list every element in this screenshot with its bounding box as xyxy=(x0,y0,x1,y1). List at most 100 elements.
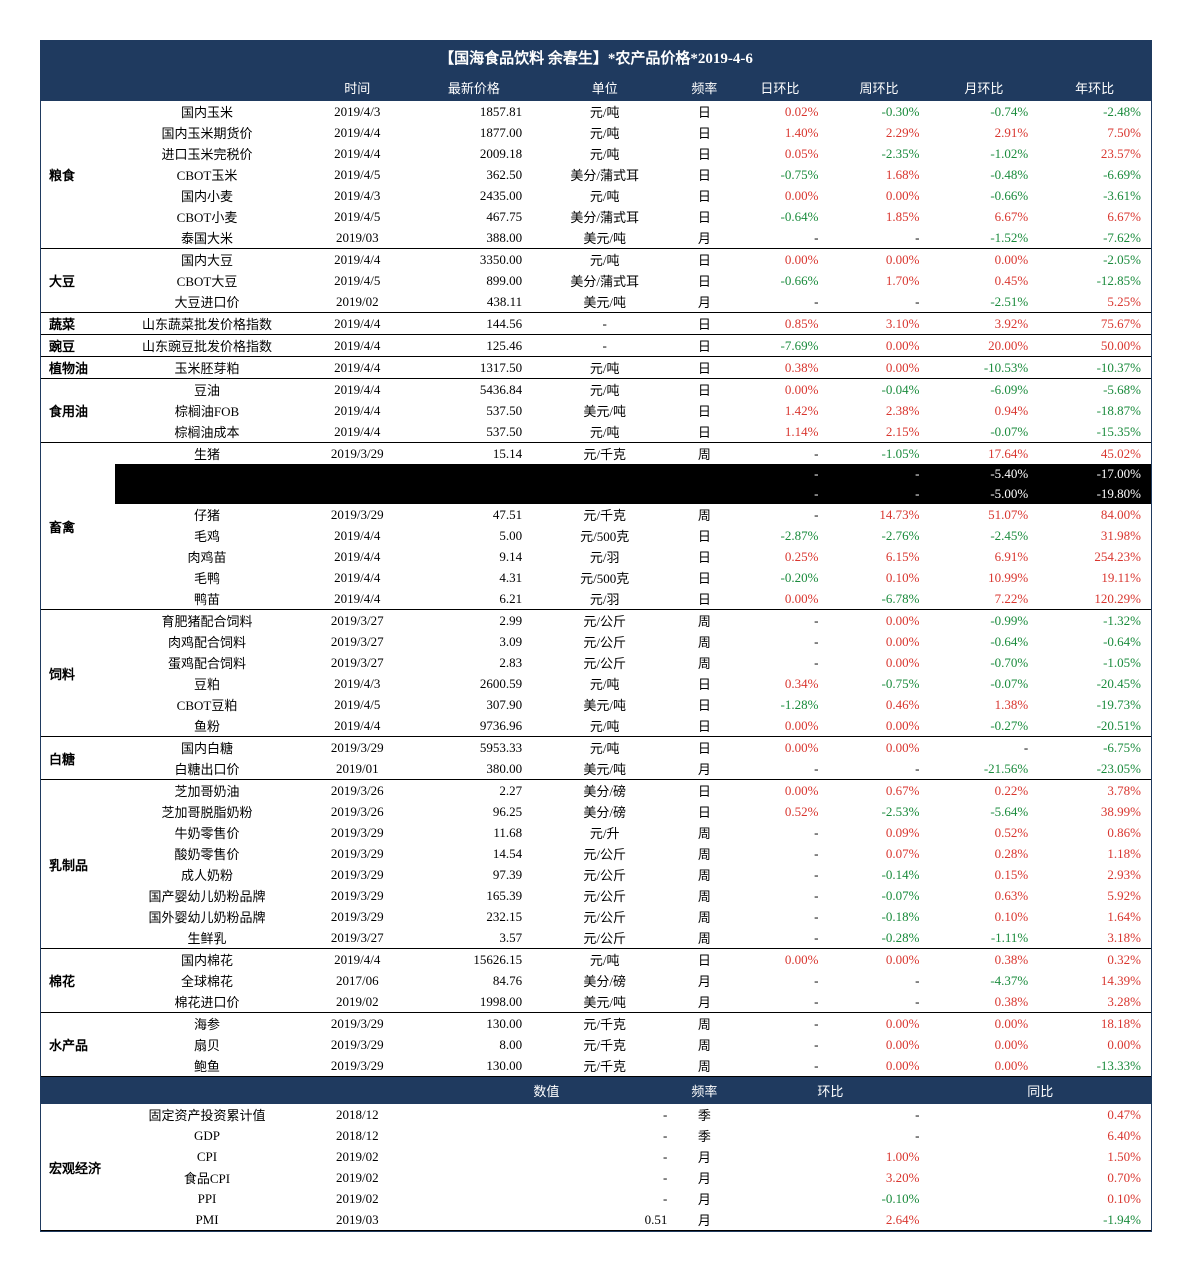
item-yoy: 2.93% xyxy=(1038,864,1151,885)
item-name: 豆油 xyxy=(115,379,299,401)
item-dod: - xyxy=(731,504,828,525)
item-time: 2019/3/27 xyxy=(299,610,416,632)
item-yoy: -3.61% xyxy=(1038,185,1151,206)
item-price: 15626.15 xyxy=(416,949,533,971)
item-unit: 元/吨 xyxy=(532,379,677,401)
table-row: 进口玉米完税价2019/4/42009.18元/吨日0.05%-2.35%-1.… xyxy=(41,143,1151,164)
item-freq: 周 xyxy=(677,843,731,864)
item-unit: 美元/吨 xyxy=(532,227,677,249)
item-time: 2019/3/29 xyxy=(299,1013,416,1035)
table-row: CBOT豆粕2019/4/5307.90美元/吨日-1.28%0.46%1.38… xyxy=(41,694,1151,715)
item-freq: 日 xyxy=(677,357,731,379)
item-wow: - xyxy=(828,291,929,313)
item-price: 232.15 xyxy=(416,906,533,927)
item-price: 438.11 xyxy=(416,291,533,313)
macro-row: GDP2018/12-季-6.40% xyxy=(41,1125,1151,1146)
item-time: 2019/4/4 xyxy=(299,567,416,588)
table-row: 蔬菜山东蔬菜批发价格指数2019/4/4144.56-日0.85%3.10%3.… xyxy=(41,313,1151,335)
item-dod: 0.38% xyxy=(731,357,828,379)
item-wow: -0.75% xyxy=(828,673,929,694)
item-time: 2019/4/4 xyxy=(299,715,416,737)
item-wow: 3.10% xyxy=(828,313,929,335)
item-dod: - xyxy=(731,991,828,1013)
item-name: 大豆进口价 xyxy=(115,291,299,313)
item-dod: 0.00% xyxy=(731,780,828,802)
item-dod: 0.00% xyxy=(731,737,828,759)
macro-hb: - xyxy=(731,1125,929,1146)
macro-freq: 月 xyxy=(677,1188,731,1209)
item-time: 2019/4/3 xyxy=(299,185,416,206)
item-wow: 6.15% xyxy=(828,546,929,567)
table-row: 毛鸡2019/4/45.00元/500克日-2.87%-2.76%-2.45%3… xyxy=(41,525,1151,546)
item-price: 125.46 xyxy=(416,335,533,357)
item-price: 5953.33 xyxy=(416,737,533,759)
item-unit: 美分/蒲式耳 xyxy=(532,164,677,185)
macro-freq: 季 xyxy=(677,1125,731,1146)
item-name: 酸奶零售价 xyxy=(115,843,299,864)
macro-name: PPI xyxy=(115,1188,299,1209)
item-freq: 月 xyxy=(677,991,731,1013)
item-yoy: 19.11% xyxy=(1038,567,1151,588)
item-unit: 美分/磅 xyxy=(532,970,677,991)
item-yoy: 84.00% xyxy=(1038,504,1151,525)
macro-header-row: 数值频率环比同比 xyxy=(41,1077,1151,1105)
macro-col-value: 数值 xyxy=(416,1077,678,1105)
macro-tb: -1.94% xyxy=(929,1209,1151,1231)
item-price: 14.54 xyxy=(416,843,533,864)
item-yoy: 5.92% xyxy=(1038,885,1151,906)
macro-time: 2019/02 xyxy=(299,1146,416,1167)
item-price: 9736.96 xyxy=(416,715,533,737)
item-price: 362.50 xyxy=(416,164,533,185)
item-mom: 3.92% xyxy=(929,313,1038,335)
item-yoy: 0.32% xyxy=(1038,949,1151,971)
item-mom: -21.56% xyxy=(929,758,1038,780)
macro-row: PMI2019/030.51月2.64%-1.94% xyxy=(41,1209,1151,1231)
macro-time: 2019/03 xyxy=(299,1209,416,1231)
item-unit: 元/公斤 xyxy=(532,864,677,885)
macro-name: 食品CPI xyxy=(115,1167,299,1188)
item-dod: - xyxy=(731,443,828,465)
item-wow: -0.04% xyxy=(828,379,929,401)
macro-value: - xyxy=(416,1188,678,1209)
table-row: 畜禽生猪2019/3/2915.14元/千克周--1.05%17.64%45.0… xyxy=(41,443,1151,465)
item-name: 肉鸡苗 xyxy=(115,546,299,567)
item-price: 2435.00 xyxy=(416,185,533,206)
item-freq: 周 xyxy=(677,1013,731,1035)
macro-value: - xyxy=(416,1104,678,1125)
item-time: 2019/4/4 xyxy=(299,546,416,567)
item-unit: 美分/磅 xyxy=(532,801,677,822)
price-table-container: 【国海食品饮料 余春生】*农产品价格*2019-4-6 时间 最新价格 单位 频… xyxy=(40,40,1152,1232)
item-dod: - xyxy=(731,610,828,632)
item-time: 2019/03 xyxy=(299,227,416,249)
item-unit: 美分/蒲式耳 xyxy=(532,206,677,227)
item-unit: 元/公斤 xyxy=(532,652,677,673)
item-mom: 1.38% xyxy=(929,694,1038,715)
item-time: 2019/4/4 xyxy=(299,525,416,546)
item-unit: 美元/吨 xyxy=(532,694,677,715)
item-mom: -0.70% xyxy=(929,652,1038,673)
item-freq: 周 xyxy=(677,927,731,949)
item-freq: 日 xyxy=(677,715,731,737)
item-price: 899.00 xyxy=(416,270,533,291)
macro-tb: 0.70% xyxy=(929,1167,1151,1188)
item-time: 2019/4/4 xyxy=(299,400,416,421)
item-freq: 日 xyxy=(677,249,731,271)
item-wow: -1.05% xyxy=(828,443,929,465)
item-name: 生猪 xyxy=(115,443,299,465)
item-mom: -1.11% xyxy=(929,927,1038,949)
item-freq: 日 xyxy=(677,270,731,291)
item-name: CBOT大豆 xyxy=(115,270,299,291)
item-price: 9.14 xyxy=(416,546,533,567)
item-freq: 周 xyxy=(677,443,731,465)
item-dod: 0.00% xyxy=(731,379,828,401)
item-yoy: -13.33% xyxy=(1038,1055,1151,1077)
macro-col-tb: 同比 xyxy=(929,1077,1151,1105)
item-name: 成人奶粉 xyxy=(115,864,299,885)
item-dod: 0.05% xyxy=(731,143,828,164)
macro-time: 2018/12 xyxy=(299,1104,416,1125)
macro-name: 固定资产投资累计值 xyxy=(115,1104,299,1125)
item-freq: 周 xyxy=(677,1034,731,1055)
category-cell: 大豆 xyxy=(41,249,115,313)
item-unit: 美元/吨 xyxy=(532,991,677,1013)
item-mom: -2.51% xyxy=(929,291,1038,313)
